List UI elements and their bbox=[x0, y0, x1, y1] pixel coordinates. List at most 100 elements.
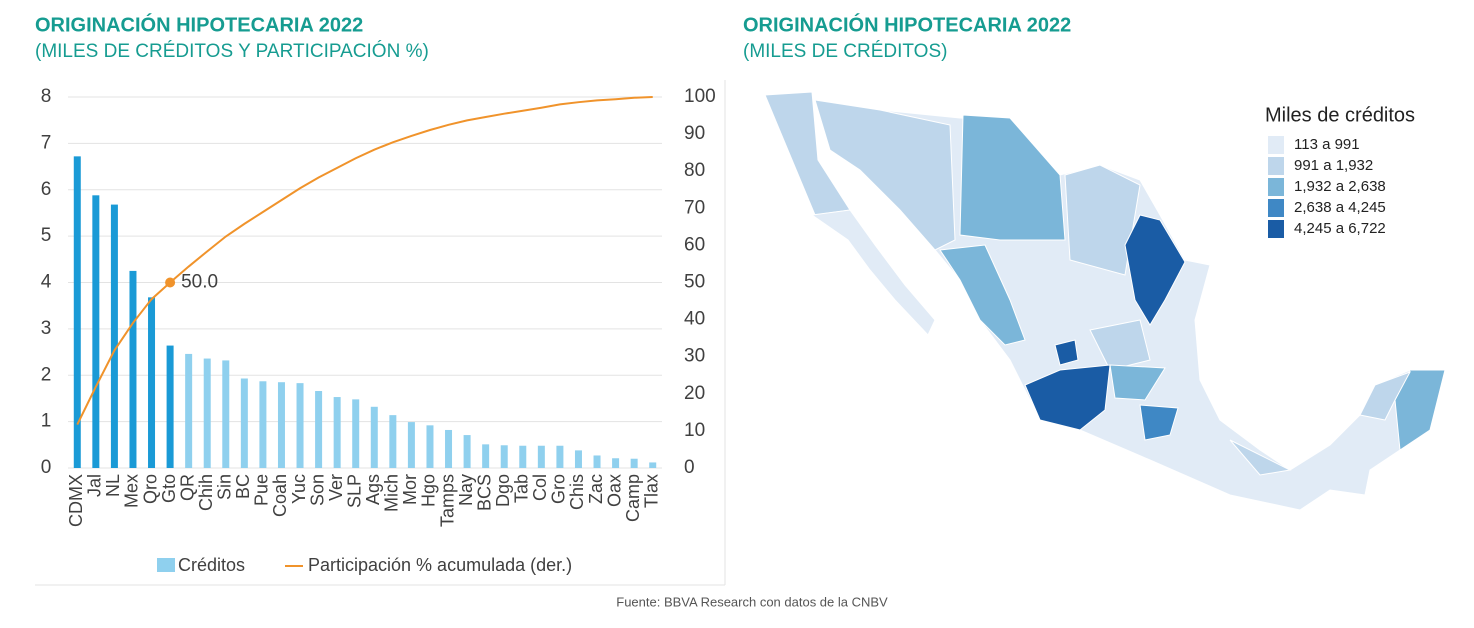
x-tick-label: BC bbox=[233, 474, 253, 499]
map-region bbox=[1109, 364, 1166, 401]
x-tick-label: Tlax bbox=[641, 474, 661, 508]
y-tick-label: 0 bbox=[41, 457, 52, 478]
x-tick-label: Son bbox=[307, 474, 327, 506]
x-tick-label: Nay bbox=[456, 474, 476, 506]
legend-swatch bbox=[1268, 199, 1284, 217]
x-tick-label: Mex bbox=[122, 474, 142, 508]
map-region bbox=[1139, 404, 1179, 441]
bar bbox=[649, 462, 657, 468]
bar bbox=[407, 422, 415, 468]
x-tick-label: Tab bbox=[512, 474, 532, 503]
data-label: 50.0 bbox=[181, 272, 218, 293]
bar bbox=[612, 458, 620, 468]
legend-label: Créditos bbox=[178, 555, 245, 575]
legend-swatch bbox=[1268, 220, 1284, 238]
bar bbox=[593, 455, 601, 468]
y2-tick-label: 0 bbox=[684, 457, 695, 478]
bar bbox=[574, 450, 582, 468]
y-tick-label: 7 bbox=[41, 132, 52, 153]
bar bbox=[129, 270, 137, 468]
bar bbox=[296, 383, 304, 468]
x-tick-label: Col bbox=[530, 474, 550, 501]
x-tick-label: Sin bbox=[215, 474, 235, 500]
map-region bbox=[1124, 214, 1186, 326]
map-region bbox=[959, 114, 1066, 241]
map-region bbox=[764, 91, 851, 216]
legend-label: 4,245 a 6,722 bbox=[1294, 220, 1386, 237]
source-note: Fuente: BBVA Research con datos de la CN… bbox=[616, 594, 888, 609]
legend-swatch bbox=[1268, 178, 1284, 196]
bar bbox=[352, 399, 360, 468]
legend-swatch bbox=[1268, 157, 1284, 175]
map-legend-title: Miles de créditos bbox=[1265, 104, 1415, 126]
x-tick-label: Coah bbox=[270, 474, 290, 517]
x-tick-label: Ver bbox=[326, 474, 346, 501]
x-tick-label: Gto bbox=[159, 474, 179, 503]
bar bbox=[148, 297, 156, 468]
legend-label: 1,932 a 2,638 bbox=[1294, 178, 1386, 195]
x-tick-label: Chih bbox=[196, 474, 216, 511]
bar bbox=[389, 415, 397, 468]
x-tick-label: Qro bbox=[140, 474, 160, 504]
y-tick-label: 6 bbox=[41, 179, 52, 200]
x-tick-label: Camp bbox=[623, 474, 643, 522]
map-region bbox=[1024, 364, 1111, 431]
map-region bbox=[1229, 439, 1292, 476]
y2-tick-label: 80 bbox=[684, 160, 705, 181]
bar bbox=[203, 358, 211, 468]
bar bbox=[482, 444, 490, 468]
y2-tick-label: 40 bbox=[684, 309, 705, 330]
x-tick-label: Mor bbox=[400, 474, 420, 505]
x-tick-label: Oax bbox=[604, 474, 624, 507]
bar bbox=[426, 425, 434, 468]
x-tick-label: Jal bbox=[85, 474, 105, 497]
y2-tick-label: 100 bbox=[684, 86, 716, 107]
map-subtitle: (MILES DE CRÉDITOS) bbox=[743, 41, 947, 62]
y-tick-label: 2 bbox=[41, 364, 52, 385]
bar bbox=[556, 445, 564, 468]
x-tick-label: Yuc bbox=[289, 474, 309, 504]
bar bbox=[110, 204, 118, 468]
legend-swatch bbox=[1268, 136, 1284, 154]
y2-tick-label: 90 bbox=[684, 123, 705, 144]
x-tick-label: Zac bbox=[586, 474, 606, 504]
x-tick-label: NL bbox=[103, 474, 123, 497]
bar bbox=[73, 156, 81, 469]
map-region bbox=[1089, 319, 1151, 371]
x-tick-label: Pue bbox=[252, 474, 272, 506]
bar bbox=[445, 429, 453, 468]
bar bbox=[315, 391, 323, 468]
map-region bbox=[1359, 371, 1412, 421]
legend-label: 991 a 1,932 bbox=[1294, 157, 1373, 174]
chart-subtitle: (MILES DE CRÉDITOS Y PARTICIPACIÓN %) bbox=[35, 40, 429, 62]
map-region bbox=[939, 244, 1026, 346]
bar bbox=[277, 382, 285, 468]
bar bbox=[519, 445, 527, 468]
bar bbox=[630, 458, 638, 468]
x-tick-label: Hgo bbox=[419, 474, 439, 507]
bar bbox=[500, 445, 508, 468]
x-tick-label: Ags bbox=[363, 474, 383, 505]
map-region bbox=[810, 209, 936, 336]
bar bbox=[333, 397, 341, 468]
y-tick-label: 3 bbox=[41, 318, 52, 339]
y2-tick-label: 10 bbox=[684, 420, 705, 441]
x-tick-label: CDMX bbox=[66, 474, 86, 527]
bar bbox=[370, 406, 378, 468]
line-marker bbox=[165, 277, 176, 288]
map-title: ORIGINACIÓN HIPOTECARIA 2022 bbox=[743, 12, 1071, 36]
legend-label: 113 a 991 bbox=[1294, 136, 1360, 153]
y-tick-label: 4 bbox=[41, 272, 52, 293]
x-tick-label: BCS bbox=[474, 474, 494, 511]
x-tick-label: Tamps bbox=[437, 474, 457, 527]
bar bbox=[537, 445, 545, 468]
bar bbox=[259, 381, 267, 468]
x-tick-label: Chis bbox=[567, 474, 587, 510]
y-tick-label: 1 bbox=[41, 411, 52, 432]
map-region bbox=[1054, 339, 1079, 366]
bar bbox=[463, 435, 471, 468]
legend-swatch bbox=[157, 558, 175, 572]
map bbox=[764, 91, 1446, 511]
bar bbox=[92, 195, 100, 468]
x-tick-label: Dgo bbox=[493, 474, 513, 507]
